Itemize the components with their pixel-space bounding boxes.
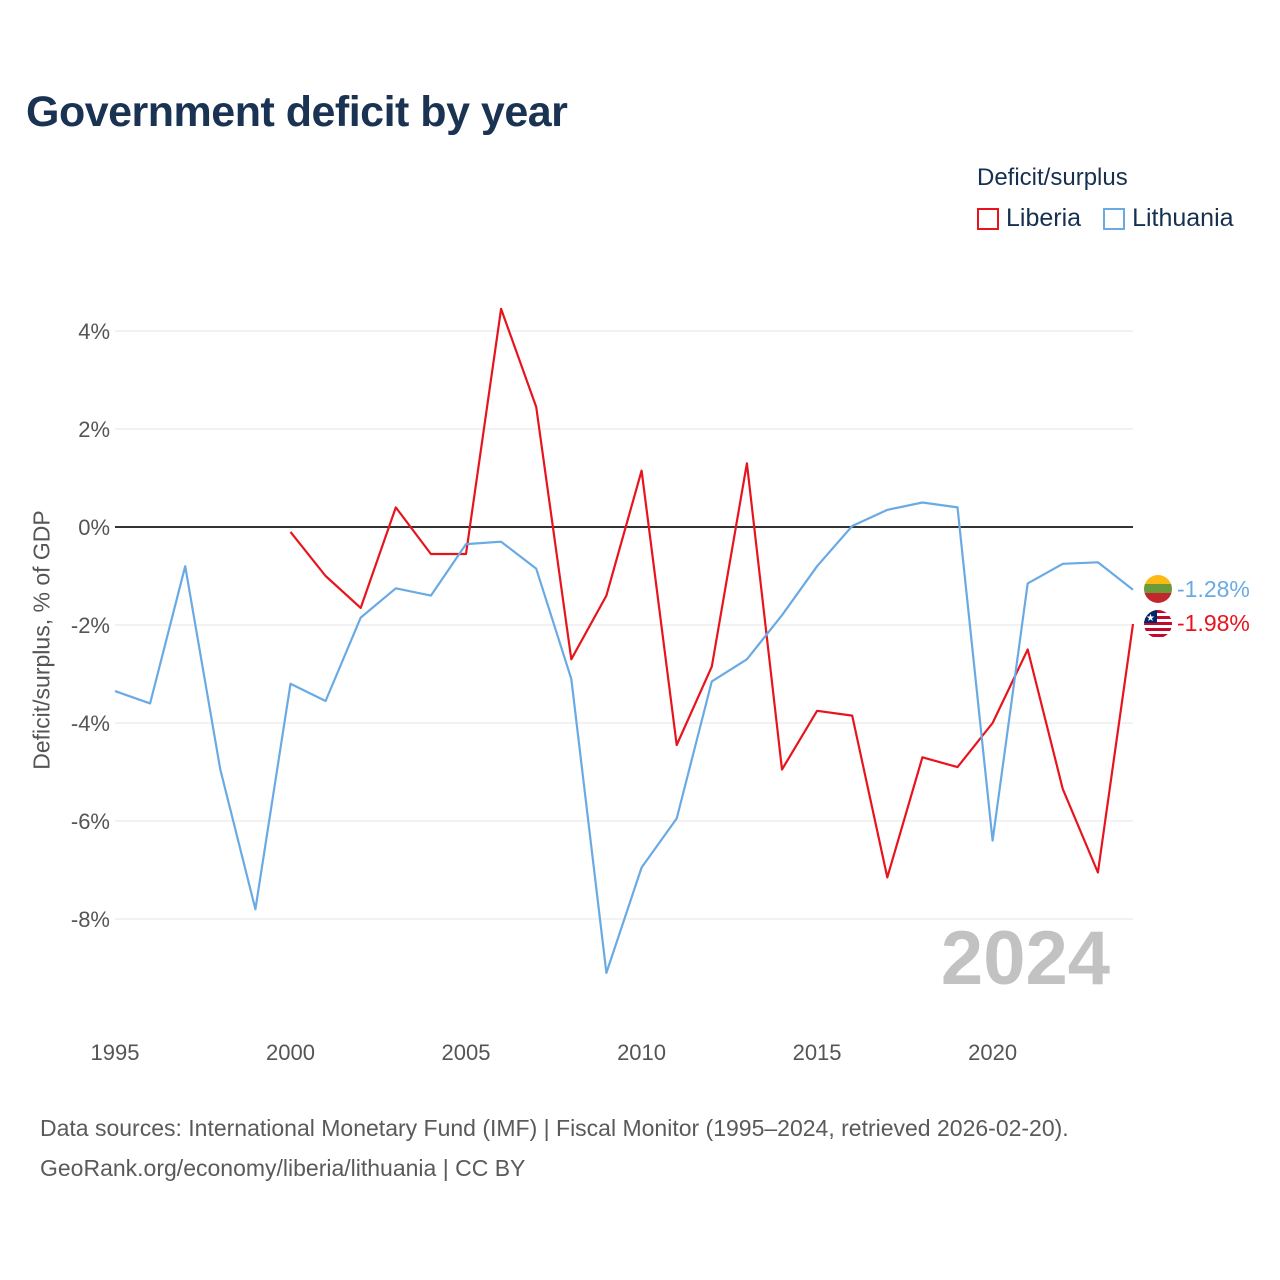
x-tick-label: 2000 xyxy=(266,1040,315,1065)
source-line-1: Data sources: International Monetary Fun… xyxy=(40,1115,1069,1141)
legend-item-lithuania[interactable]: Lithuania xyxy=(1103,204,1234,233)
y-tick-label: 2% xyxy=(78,417,110,442)
liberia-line[interactable] xyxy=(289,307,1135,879)
legend: Liberia Lithuania xyxy=(977,204,1256,233)
x-tick-label: 2005 xyxy=(442,1040,491,1065)
y-tick-label: 4% xyxy=(78,319,110,344)
y-tick-label: -6% xyxy=(71,809,110,834)
chart-title: Government deficit by year xyxy=(26,88,568,136)
source-note: Data sources: International Monetary Fun… xyxy=(40,1108,1069,1188)
y-tick-label: 0% xyxy=(78,515,110,540)
legend-item-liberia[interactable]: Liberia xyxy=(977,204,1081,233)
x-tick-label: 2020 xyxy=(968,1040,1017,1065)
series-lines xyxy=(114,307,1135,975)
y-tick-label: -2% xyxy=(71,613,110,638)
x-tick-label: 2015 xyxy=(793,1040,842,1065)
liberia-flag-icon: ★ xyxy=(1144,610,1172,638)
lithuania-line[interactable] xyxy=(114,501,1134,975)
x-tick-labels: 1995 2000 2005 2010 2015 2020 xyxy=(91,1040,1018,1065)
y-tick-labels: 4% 2% 0% -2% -4% -6% -8% xyxy=(71,319,110,932)
liberia-end-label: -1.98% xyxy=(1177,610,1250,636)
legend-label-liberia: Liberia xyxy=(1006,204,1082,232)
legend-swatch-liberia xyxy=(977,207,999,230)
source-line-2[interactable]: GeoRank.org/economy/liberia/lithuania | … xyxy=(40,1155,526,1181)
lithuania-end-label: -1.28% xyxy=(1177,576,1250,602)
current-year-label: 2024 xyxy=(941,916,1110,1001)
legend-swatch-lithuania xyxy=(1103,207,1126,230)
y-tick-label: -8% xyxy=(71,907,110,932)
x-tick-label: 2010 xyxy=(617,1040,666,1065)
legend-label-lithuania: Lithuania xyxy=(1132,204,1234,232)
x-tick-label: 1995 xyxy=(91,1040,140,1065)
svg-text:★: ★ xyxy=(1146,613,1155,624)
y-tick-label: -4% xyxy=(71,711,110,736)
lithuania-flag-icon xyxy=(1144,575,1172,603)
legend-title: Deficit/surplus xyxy=(977,164,1128,191)
